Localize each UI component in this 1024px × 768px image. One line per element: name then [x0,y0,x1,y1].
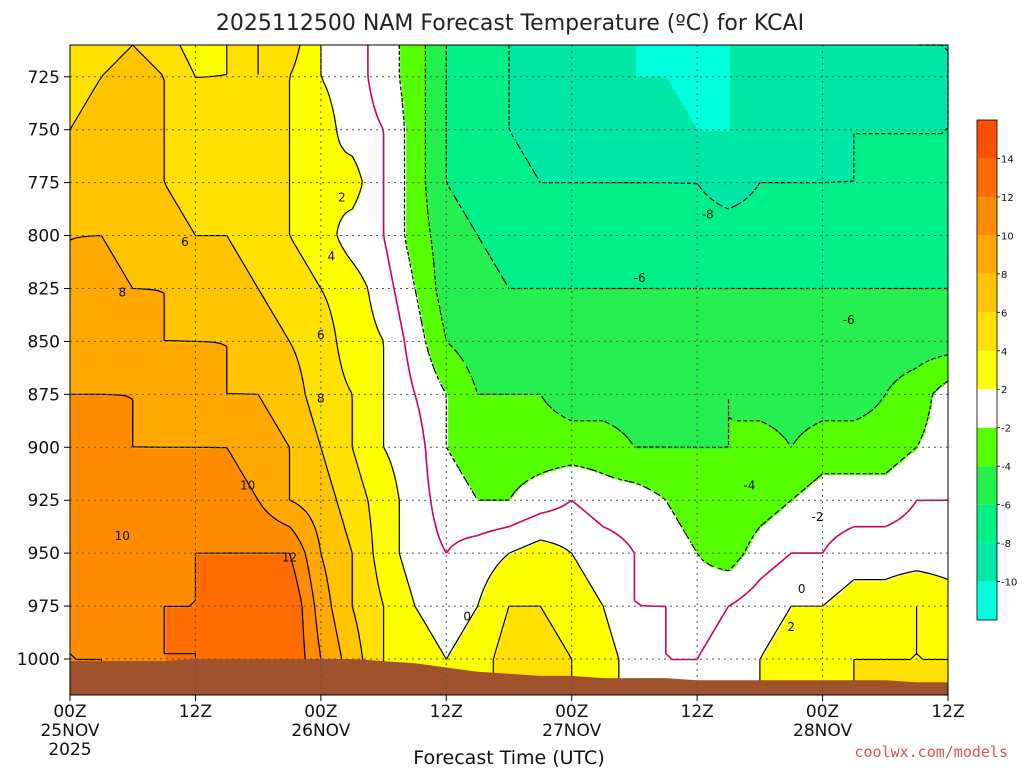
colorbar-swatch-5 [977,389,997,428]
contour-line-8 [69,235,343,695]
y-tick-label-925: 925 [28,491,60,511]
contour-labels: 2 4 6 6 8 8 10 10 12 0 -8 -6 -6 -4 -2 0 2 [115,190,855,634]
colorbar-label-7: 6 [1001,308,1007,319]
contour-label-7: 10 [115,529,130,543]
ground-surface [70,659,948,695]
contour-label-11: -6 [634,271,646,285]
y-tick-label-875: 875 [28,385,60,405]
colorbar-swatch-1 [977,543,997,582]
contour-label-16: 2 [787,620,795,634]
colorbar-label-6: 4 [1001,347,1007,358]
y-axis-ticks: 725 750 775 800 825 850 875 900 925 950 975 1000 [17,68,70,670]
plot-frame [69,44,949,696]
x-tick-label-6-2: 28NOV [793,721,852,741]
contour-label-3: 6 [317,328,325,342]
colorbar-label-2: -6 [1001,501,1011,512]
contour-label-4: 8 [118,286,126,300]
colorbar-label-4: -2 [1001,424,1011,435]
x-tick-label-4-1: 00Z [555,702,588,722]
colorbar-label-3: -4 [1001,462,1011,473]
credit-link[interactable]: coolwx.com/models [854,743,1008,761]
contour-label-5: 8 [317,392,325,406]
contour-line-0 [367,45,949,661]
x-tick-label-2-2: 26NOV [291,721,350,741]
contour-label-9: 0 [463,610,471,624]
contour-line-minus2 [398,45,949,572]
y-tick-label-1000: 1000 [17,650,60,670]
contour-label-10: -8 [702,207,714,221]
chart-title: 2025112500 NAM Forecast Temperature (ºC)… [216,11,804,36]
colorbar-swatch-2 [977,504,997,544]
x-tick-label-7-1: 12Z [931,702,964,722]
contour-label-8: 12 [282,550,297,564]
colorbar-label-5: 2 [1001,385,1007,396]
colorbar-label-11: 14 [1001,154,1014,165]
colorbar-label-8: 8 [1001,270,1007,281]
colorbar-label-9: 10 [1001,231,1014,242]
y-tick-label-775: 775 [28,174,60,194]
contour-label-13: -4 [743,478,755,492]
contour-label-12: -6 [843,313,855,327]
colorbar-swatch-6 [977,350,997,390]
colorbar-swatch-11 [977,158,997,197]
y-tick-label-900: 900 [28,438,60,458]
ground-area [70,659,948,695]
colorbar-swatch-12 [977,120,997,159]
temperature-contours [69,44,949,695]
x-tick-label-0-1: 00Z [53,702,86,722]
y-tick-label-800: 800 [28,227,60,247]
y-tick-label-825: 825 [28,279,60,299]
colorbar-swatch-9 [977,235,997,274]
colorbar: -10 -8 -6 -4 -2 2 4 6 8 10 12 14 [976,119,1017,621]
y-tick-label-725: 725 [28,68,60,88]
contour-label-1: 4 [327,250,335,264]
colorbar-swatch-7 [977,312,997,351]
x-tick-label-3-1: 12Z [430,702,463,722]
x-axis-label: Forecast Time (UTC) [413,747,604,768]
x-tick-label-2-1: 00Z [304,702,337,722]
x-tick-label-5-1: 12Z [681,702,714,722]
y-tick-label-950: 950 [28,544,60,564]
x-tick-label-0-2: 25NOV [40,721,99,741]
y-tick-label-975: 975 [28,597,60,617]
temperature-fill [70,45,948,695]
colorbar-swatch-10 [977,196,997,236]
colorbar-swatch-4 [977,427,997,467]
x-tick-label-4-2: 27NOV [542,721,601,741]
y-tick-label-750: 750 [28,121,60,141]
x-tick-label-1-1: 12Z [179,702,212,722]
contour-line-6 [69,44,364,695]
colorbar-label-0: -10 [1001,578,1017,589]
colorbar-label-10: 12 [1001,193,1014,204]
contour-line-4 [179,44,948,695]
contour-label-6: 10 [240,478,255,492]
contour-label-15: 0 [798,582,806,596]
contour-line-minus4 [424,45,949,448]
colorbar-label-1: -8 [1001,539,1011,550]
contour-label-14: -2 [811,510,823,524]
colorbar-frame [976,119,998,621]
x-tick-label-6-1: 00Z [806,702,839,722]
contour-label-2: 6 [181,235,189,249]
temperature-fill-image [70,45,948,695]
colorbar-swatch-8 [977,273,997,313]
y-tick-label-850: 850 [28,332,60,352]
colorbar-swatch-0 [977,581,997,620]
contour-label-0: 2 [338,190,346,204]
x-tick-label-0-3: 2025 [48,740,91,760]
colorbar-swatch-3 [977,466,997,505]
